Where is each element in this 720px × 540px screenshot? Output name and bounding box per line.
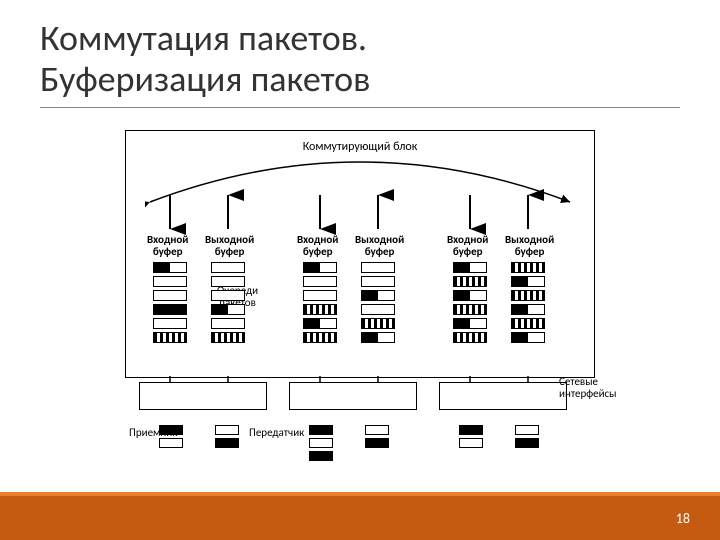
transmitter-label: Передатчик <box>249 426 304 439</box>
buffer-label-out-2: Выходнойбуфер <box>355 234 404 257</box>
footer-seg-3: 18 <box>460 496 720 540</box>
packet-switching-diagram: Коммутирующий блок <box>115 130 605 470</box>
buffer-label-in-3: Входнойбуфер <box>447 234 488 257</box>
iface-stack-3b <box>515 422 539 451</box>
slide: Коммутация пакетов. Буферизация пакетов … <box>0 0 720 540</box>
buffer-label-out-1: Выходнойбуфер <box>205 234 254 257</box>
buffer-stack-in-2 <box>303 262 337 346</box>
page-number: 18 <box>676 510 690 527</box>
buffer-labels-row: Входнойбуфер Выходнойбуфер Входнойбуфер … <box>115 234 605 262</box>
iface-stack-1b <box>215 422 239 451</box>
footer-seg-2 <box>230 496 460 540</box>
buffer-label-in-1: Входнойбуфер <box>147 234 188 257</box>
iface-stack-2b <box>365 422 389 451</box>
footer-seg-1 <box>0 496 230 540</box>
buffer-label-out-3: Выходнойбуфер <box>505 234 554 257</box>
receiver-label: Приемник <box>129 426 177 439</box>
title-underline <box>40 107 680 108</box>
slide-title: Коммутация пакетов. Буферизация пакетов <box>40 18 680 101</box>
title-line-2: Буферизация пакетов <box>40 57 370 101</box>
title-block: Коммутация пакетов. Буферизация пакетов <box>40 18 680 108</box>
iface-stack-3a <box>459 422 483 451</box>
title-line-1: Коммутация пакетов. <box>40 16 367 60</box>
slide-footer: 18 <box>0 496 720 540</box>
iface-box-1 <box>139 382 267 410</box>
buffer-stack-in-3 <box>453 262 487 346</box>
buffer-stack-out-1 <box>211 262 245 346</box>
buffer-stack-out-3 <box>511 262 545 346</box>
iface-box-3 <box>439 382 567 410</box>
network-interfaces-label: Сетевыеинтерфейсы <box>559 376 617 399</box>
buffer-arrows <box>115 185 605 235</box>
buffer-stack-out-2 <box>361 262 395 346</box>
buffer-label-in-2: Входнойбуфер <box>297 234 338 257</box>
iface-box-2 <box>289 382 417 410</box>
iface-stack-2a <box>309 422 333 464</box>
buffer-stack-in-1 <box>153 262 187 346</box>
